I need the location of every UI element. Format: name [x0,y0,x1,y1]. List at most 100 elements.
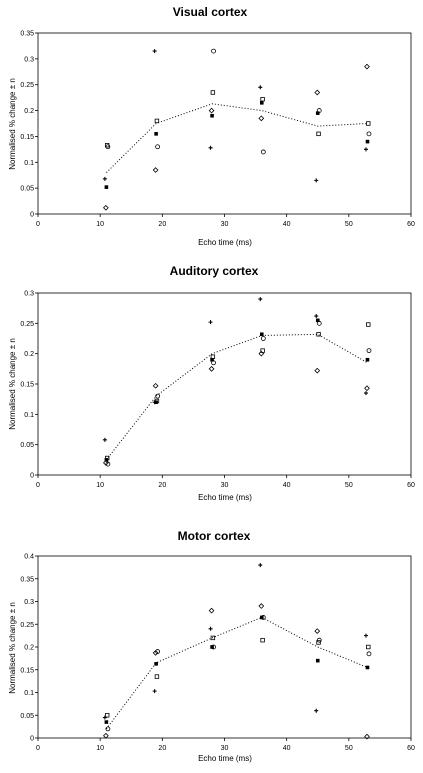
y-tick-label: 0.05 [20,713,34,720]
data-point-circle [366,651,372,657]
x-tick-label: 20 [158,221,166,228]
series-square [104,615,370,724]
data-point-circle [366,348,372,354]
y-tick-label: 0.15 [20,667,34,674]
chart-title: Auditory cortex [170,264,259,278]
data-point-square [210,113,214,118]
data-point-diamond [208,607,215,614]
data-point-square [315,318,320,323]
data-point-open-square [316,640,321,645]
data-point-open-square [210,90,216,95]
data-point-plus [152,49,157,54]
data-point-plus [102,437,107,442]
y-axis-label: Normalised % change ± n [8,78,17,170]
data-point-plus [208,145,213,150]
data-point-diamond [103,732,109,739]
y-tick-label: 0 [30,212,34,219]
data-point-diamond [258,603,265,609]
x-tick-label: 60 [407,221,415,228]
data-point-diamond [364,733,370,740]
plot-area-frame [37,32,412,215]
data-point-square [365,665,370,670]
data-point-square [315,658,320,663]
data-point-square [365,357,370,362]
data-point-square [260,101,264,105]
data-point-plus [363,147,368,152]
chart-panel-auditory-cortex: Auditory cortex Echo time (ms) Normalise… [8,264,415,502]
x-axis-label: Echo time (ms) [198,493,252,502]
data-point-plus [363,633,368,638]
y-tick-label: 0.05 [20,442,34,449]
data-point-diamond [208,107,215,114]
y-tick-label: 0 [30,736,34,743]
series-plus [102,49,368,183]
data-point-square [260,615,264,620]
y-tick-label: 0.25 [20,82,34,89]
data-point-open-square [260,96,265,102]
data-point-open-square [260,637,265,643]
data-point-square [104,185,109,189]
data-point-plus [258,297,263,302]
x-tick-label: 10 [96,221,104,228]
data-point-plus [314,314,319,319]
y-tick-label: 0.35 [20,31,34,38]
data-point-open-square [366,322,371,327]
data-point-plus [208,626,213,631]
data-point-square [154,662,158,666]
y-tick-label: 0.3 [24,56,34,63]
data-point-square [154,400,158,404]
x-tick-label: 0 [36,221,40,228]
x-axis-label: Echo time (ms) [198,754,252,763]
y-tick-label: 0.15 [20,134,34,141]
data-point-diamond [364,63,370,70]
data-point-square [315,111,320,115]
data-point-circle [105,726,111,732]
data-point-open-square [104,455,110,461]
chart-title: Motor cortex [178,529,251,543]
trend-line [106,103,368,173]
y-tick-label: 0.05 [20,186,34,193]
series-diamond [103,603,370,740]
x-tick-label: 20 [158,482,166,489]
data-point-diamond [103,204,109,211]
plot-area-frame [37,292,412,476]
data-point-circle [316,320,322,326]
chart-title: Visual cortex [173,5,248,19]
series-plus [102,297,368,442]
y-tick-label: 0.1 [24,412,34,419]
series-open-square [104,90,371,148]
data-point-plus [152,689,157,694]
x-tick-label: 40 [283,745,291,752]
x-tick-label: 50 [345,482,353,489]
data-point-open-square [366,644,371,650]
x-tick-label: 30 [221,745,229,752]
data-point-open-square [154,118,160,124]
x-tick-label: 20 [158,745,166,752]
series-square [104,318,370,462]
y-tick-label: 0.2 [24,351,34,358]
data-point-circle [316,637,322,643]
series-open-square [104,322,371,461]
trend-line [106,333,368,461]
y-tick-label: 0.3 [24,291,34,298]
data-point-open-square [210,354,216,359]
data-point-circle [260,149,266,155]
x-tick-label: 50 [345,221,353,228]
data-point-diamond [152,650,159,656]
data-point-circle [211,360,216,366]
chart-panel-visual-cortex: Visual cortex Echo time (ms) Normalised … [8,5,415,247]
data-point-diamond [258,115,265,122]
data-point-plus [314,178,319,183]
y-tick-label: 0.1 [24,690,34,697]
data-point-plus [258,563,263,568]
x-tick-label: 50 [345,745,353,752]
data-point-circle [211,48,216,54]
data-point-diamond [258,350,265,357]
y-tick-label: 0.25 [20,622,34,629]
y-tick-label: 0.3 [24,599,34,606]
series-square [104,101,370,189]
data-point-plus [363,391,368,396]
data-point-open-square [316,332,321,337]
data-point-square [260,332,264,337]
